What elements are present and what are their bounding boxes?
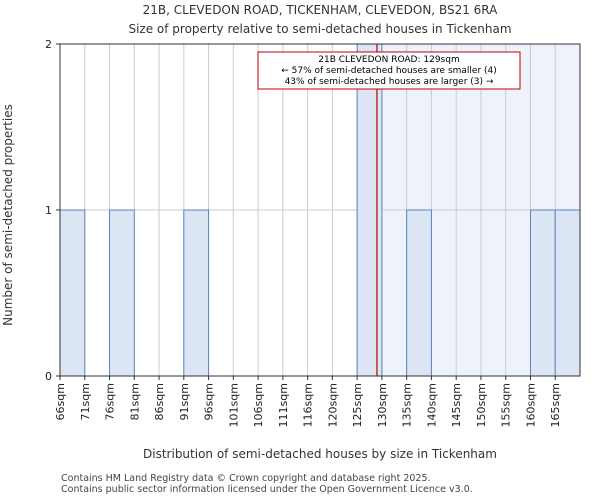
footer-line-1: Contains HM Land Registry data © Crown c… [61, 473, 431, 484]
x-tick-label: 120sqm [326, 383, 339, 427]
bar [554, 209, 581, 377]
annotation-title: 21B CLEVEDON ROAD: 129sqm [318, 55, 459, 65]
x-axis-label: Distribution of semi-detached houses by … [143, 447, 497, 461]
x-tick-label: 150sqm [475, 383, 488, 427]
annotation-border [257, 51, 521, 90]
x-tick-label: 165sqm [549, 383, 562, 427]
x-tick-label: 160sqm [524, 383, 537, 427]
x-tick-label: 130sqm [376, 383, 389, 427]
x-tick-label: 91sqm [178, 383, 191, 420]
x-tick-label: 140sqm [425, 383, 438, 427]
x-tick-label: 111sqm [277, 383, 290, 427]
bar [109, 209, 135, 377]
y-tick-label: 2 [45, 38, 52, 51]
x-tick-label: 86sqm [153, 383, 166, 420]
annotation-box: 21B CLEVEDON ROAD: 129sqm ← 57% of semi-… [257, 51, 521, 90]
annotation-smaller: ← 57% of semi-detached houses are smalle… [281, 66, 497, 76]
x-tick-label: 155sqm [500, 383, 513, 427]
chart-subtitle: Size of property relative to semi-detach… [128, 22, 511, 36]
x-tick-label: 101sqm [227, 383, 240, 427]
plot-area: 0 1 2 66sqm 71sqm 76sqm 81sqm 86sqm 91sqm 96sqm 10… [45, 38, 581, 427]
bar [406, 209, 432, 377]
x-tick-label: 135sqm [401, 383, 414, 427]
y-tick-label: 0 [45, 370, 52, 383]
x-tick-label: 66sqm [54, 383, 67, 420]
y-axis-label: Number of semi-detached properties [1, 104, 15, 326]
y-tick-label: 1 [45, 204, 52, 217]
x-tick-label: 76sqm [104, 383, 117, 420]
annotation-larger: 43% of semi-detached houses are larger (… [285, 77, 494, 87]
bar [529, 209, 556, 377]
chart-title: 21B, CLEVEDON ROAD, TICKENHAM, CLEVEDON,… [143, 3, 499, 17]
x-tick-label: 116sqm [302, 383, 315, 427]
x-tick-label: 106sqm [252, 383, 265, 427]
bar [59, 209, 86, 377]
bar [183, 209, 210, 377]
footer-line-2: Contains public sector information licen… [61, 484, 473, 495]
x-tick-label: 71sqm [79, 383, 92, 420]
x-tick-label: 96sqm [203, 383, 216, 420]
x-tick-label: 125sqm [351, 383, 364, 427]
x-tick-label: 145sqm [450, 383, 463, 427]
x-tick-label: 81sqm [128, 383, 141, 420]
bar [356, 43, 383, 377]
